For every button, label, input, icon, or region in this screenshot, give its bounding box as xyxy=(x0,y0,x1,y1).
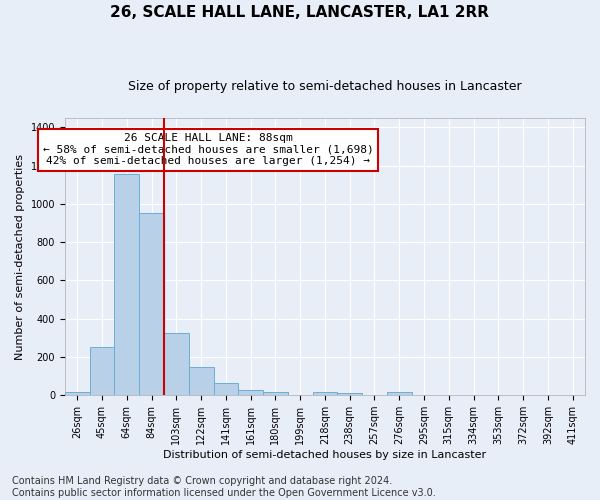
Bar xyxy=(313,392,337,395)
Bar xyxy=(89,347,115,395)
Bar xyxy=(65,392,89,395)
Title: Size of property relative to semi-detached houses in Lancaster: Size of property relative to semi-detach… xyxy=(128,80,522,93)
Bar xyxy=(263,392,288,395)
Text: 26, SCALE HALL LANE, LANCASTER, LA1 2RR: 26, SCALE HALL LANE, LANCASTER, LA1 2RR xyxy=(110,5,490,20)
Bar xyxy=(214,384,238,395)
Bar xyxy=(238,390,263,395)
Text: Contains HM Land Registry data © Crown copyright and database right 2024.
Contai: Contains HM Land Registry data © Crown c… xyxy=(12,476,436,498)
Bar xyxy=(387,392,412,395)
Text: 26 SCALE HALL LANE: 88sqm
← 58% of semi-detached houses are smaller (1,698)
42% : 26 SCALE HALL LANE: 88sqm ← 58% of semi-… xyxy=(43,133,373,166)
Bar xyxy=(164,333,189,395)
Bar xyxy=(189,367,214,395)
Y-axis label: Number of semi-detached properties: Number of semi-detached properties xyxy=(15,154,25,360)
X-axis label: Distribution of semi-detached houses by size in Lancaster: Distribution of semi-detached houses by … xyxy=(163,450,487,460)
Bar xyxy=(337,392,362,395)
Bar xyxy=(115,174,139,395)
Bar xyxy=(139,213,164,395)
